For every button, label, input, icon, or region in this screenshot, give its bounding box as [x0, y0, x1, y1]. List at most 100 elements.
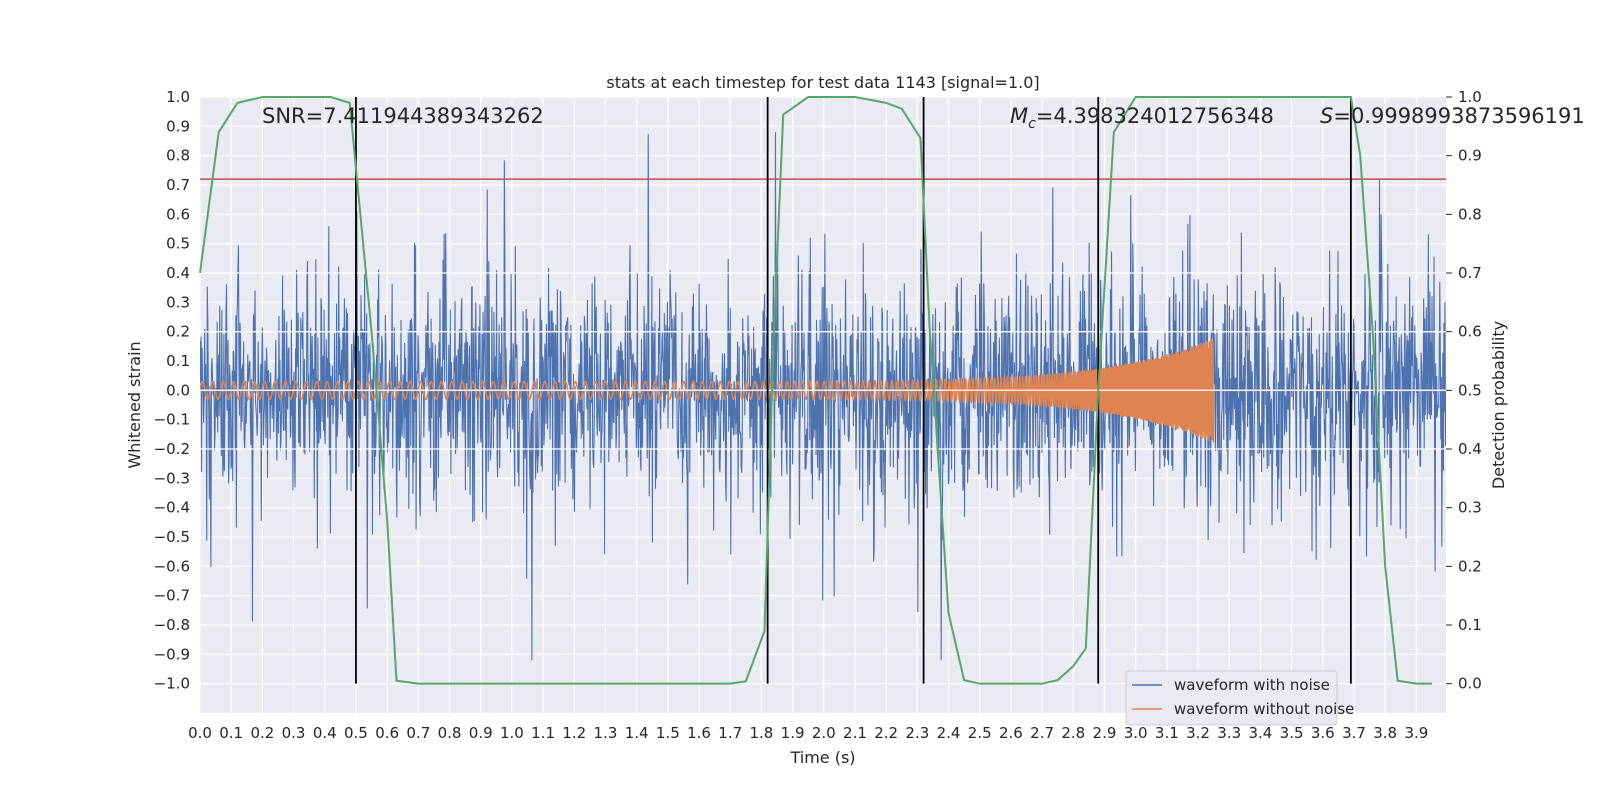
- detection-probability-series: [199, 96, 1432, 685]
- x-tick-label: 3.2: [1186, 724, 1210, 742]
- x-tick-label: 2.1: [843, 724, 867, 742]
- y2-tick-label: 0.2: [1458, 557, 1482, 575]
- x-tick-label: 0.0: [188, 724, 212, 742]
- y-tick-label: 0.2: [166, 323, 190, 341]
- clean-waveform-series: [200, 338, 1446, 443]
- y-tick-label: −0.6: [154, 557, 190, 575]
- x-tick-label: 3.7: [1342, 724, 1366, 742]
- legend-box: [1125, 670, 1338, 726]
- x-tick-label: 3.1: [1155, 724, 1179, 742]
- x-tick-label: 0.5: [344, 724, 368, 742]
- x-tick-label: 1.5: [656, 724, 680, 742]
- y-tick-label: 0.0: [166, 381, 190, 399]
- y-tick-label: 0.7: [166, 176, 190, 194]
- y2-tick-label: 0.6: [1458, 323, 1482, 341]
- x-tick-label: 3.8: [1373, 724, 1397, 742]
- chirp-mass-symbol: M: [1010, 104, 1028, 128]
- chirp-mass-subscript: c: [1028, 116, 1036, 132]
- x-tick-label: 3.9: [1404, 724, 1428, 742]
- y-tick-label: −1.0: [154, 675, 190, 693]
- x-tick-label: 0.8: [438, 724, 462, 742]
- noisy-waveform-line: [200, 132, 1446, 661]
- y2-tick-label: 0.4: [1458, 440, 1482, 458]
- chirp-mass-annotation: Mc=4.398324012756348: [1010, 104, 1274, 132]
- x-tick-label: 2.0: [812, 724, 836, 742]
- x-tick-label: 1.3: [594, 724, 618, 742]
- x-tick-label: 2.6: [999, 724, 1023, 742]
- x-tick-label: 1.2: [562, 724, 586, 742]
- y2-tick-label: 0.8: [1458, 205, 1482, 223]
- x-tick-label: 1.7: [718, 724, 742, 742]
- s-value: =0.9998993873596191: [1333, 104, 1584, 128]
- y-tick-label: −0.9: [154, 645, 190, 663]
- legend-label-clean: waveform without noise: [1174, 700, 1354, 718]
- x-tick-label: 3.4: [1248, 724, 1272, 742]
- x-tick-label: 1.1: [531, 724, 555, 742]
- x-tick-label: 1.8: [749, 724, 773, 742]
- y-tick-label: 0.5: [166, 235, 190, 253]
- y2-axis-label: Detection probability: [1489, 321, 1508, 489]
- y2-tick-label: 0.5: [1458, 381, 1482, 399]
- y-tick-label: −0.2: [154, 440, 190, 458]
- s-annotation: S=0.9998993873596191: [1320, 104, 1585, 128]
- y-tick-labels: 1.0 0.9 0.8 0.7 0.6 0.5 0.4 0.3 0.2 0.1 0.0 −0.1 −0.…: [154, 88, 190, 693]
- x-tick-label: 2.8: [1061, 724, 1085, 742]
- y2-tick-label: 0.3: [1458, 499, 1482, 517]
- y2-tick-label: 0.0: [1458, 675, 1482, 693]
- x-tick-label: 1.4: [625, 724, 649, 742]
- snr-annotation: SNR=7.411944389343262: [262, 104, 544, 128]
- x-tick-label: 3.0: [1124, 724, 1148, 742]
- detection-probability-line: [199, 96, 1432, 685]
- x-tick-label: 0.6: [375, 724, 399, 742]
- legend-label-noisy: waveform with noise: [1174, 676, 1330, 694]
- clean-waveform-line: [200, 338, 1446, 443]
- y-tick-label: 0.6: [166, 205, 190, 223]
- y-tick-label: 0.1: [166, 352, 190, 370]
- y-tick-label: −0.4: [154, 499, 190, 517]
- x-tick-label: 2.4: [937, 724, 961, 742]
- x-tick-label: 0.9: [469, 724, 493, 742]
- y-tick-label: −0.3: [154, 469, 190, 487]
- y-tick-label: −0.5: [154, 528, 190, 546]
- x-tick-label: 2.5: [968, 724, 992, 742]
- y2-tick-label: 0.9: [1458, 147, 1482, 165]
- x-tick-label: 2.2: [874, 724, 898, 742]
- x-tick-label: 0.2: [250, 724, 274, 742]
- y2-tick-label: 0.1: [1458, 616, 1482, 634]
- y-axis-label: Whitened strain: [125, 341, 144, 468]
- y-tick-label: 0.3: [166, 293, 190, 311]
- x-tick-label: 2.9: [1093, 724, 1117, 742]
- x-tick-label: 3.5: [1280, 724, 1304, 742]
- y-tick-label: 0.9: [166, 117, 190, 135]
- y-tick-label: 0.8: [166, 147, 190, 165]
- y2-tick-label: 0.7: [1458, 264, 1482, 282]
- overlay-lines: [200, 97, 1446, 684]
- chirp-mass-value: =4.398324012756348: [1036, 104, 1274, 128]
- x-tick-label: 0.4: [313, 724, 337, 742]
- noisy-waveform-series: [200, 132, 1446, 661]
- y-tick-label: −0.1: [154, 411, 190, 429]
- x-tick-label: 2.3: [905, 724, 929, 742]
- legend: waveform with noise waveform without noi…: [1125, 670, 1354, 726]
- x-tick-label: 1.0: [500, 724, 524, 742]
- y2-tick-label: 1.0: [1458, 88, 1482, 106]
- x-axis-label: Time (s): [789, 748, 855, 767]
- y-tick-label: 1.0: [166, 88, 190, 106]
- x-tick-label: 0.1: [219, 724, 243, 742]
- y-tick-label: 0.4: [166, 264, 190, 282]
- x-tick-labels: 0.0 0.1 0.2 0.3 0.4 0.5 0.6 0.7 0.8 0.9 1.0 1.1 1.2 1…: [188, 724, 1428, 742]
- y2-tick-labels: 1.0 0.9 0.8 0.7 0.6 0.5 0.4 0.3 0.2 0.1 0.0: [1446, 88, 1482, 693]
- x-tick-label: 1.9: [781, 724, 805, 742]
- x-tick-label: 3.6: [1311, 724, 1335, 742]
- x-tick-label: 3.3: [1217, 724, 1241, 742]
- x-tick-label: 2.7: [1030, 724, 1054, 742]
- s-symbol: S: [1320, 104, 1333, 128]
- x-tick-label: 1.6: [687, 724, 711, 742]
- y-tick-label: −0.7: [154, 587, 190, 605]
- y-tick-label: −0.8: [154, 616, 190, 634]
- chart-title: stats at each timestep for test data 114…: [606, 73, 1039, 92]
- x-tick-label: 0.7: [406, 724, 430, 742]
- x-tick-label: 0.3: [282, 724, 306, 742]
